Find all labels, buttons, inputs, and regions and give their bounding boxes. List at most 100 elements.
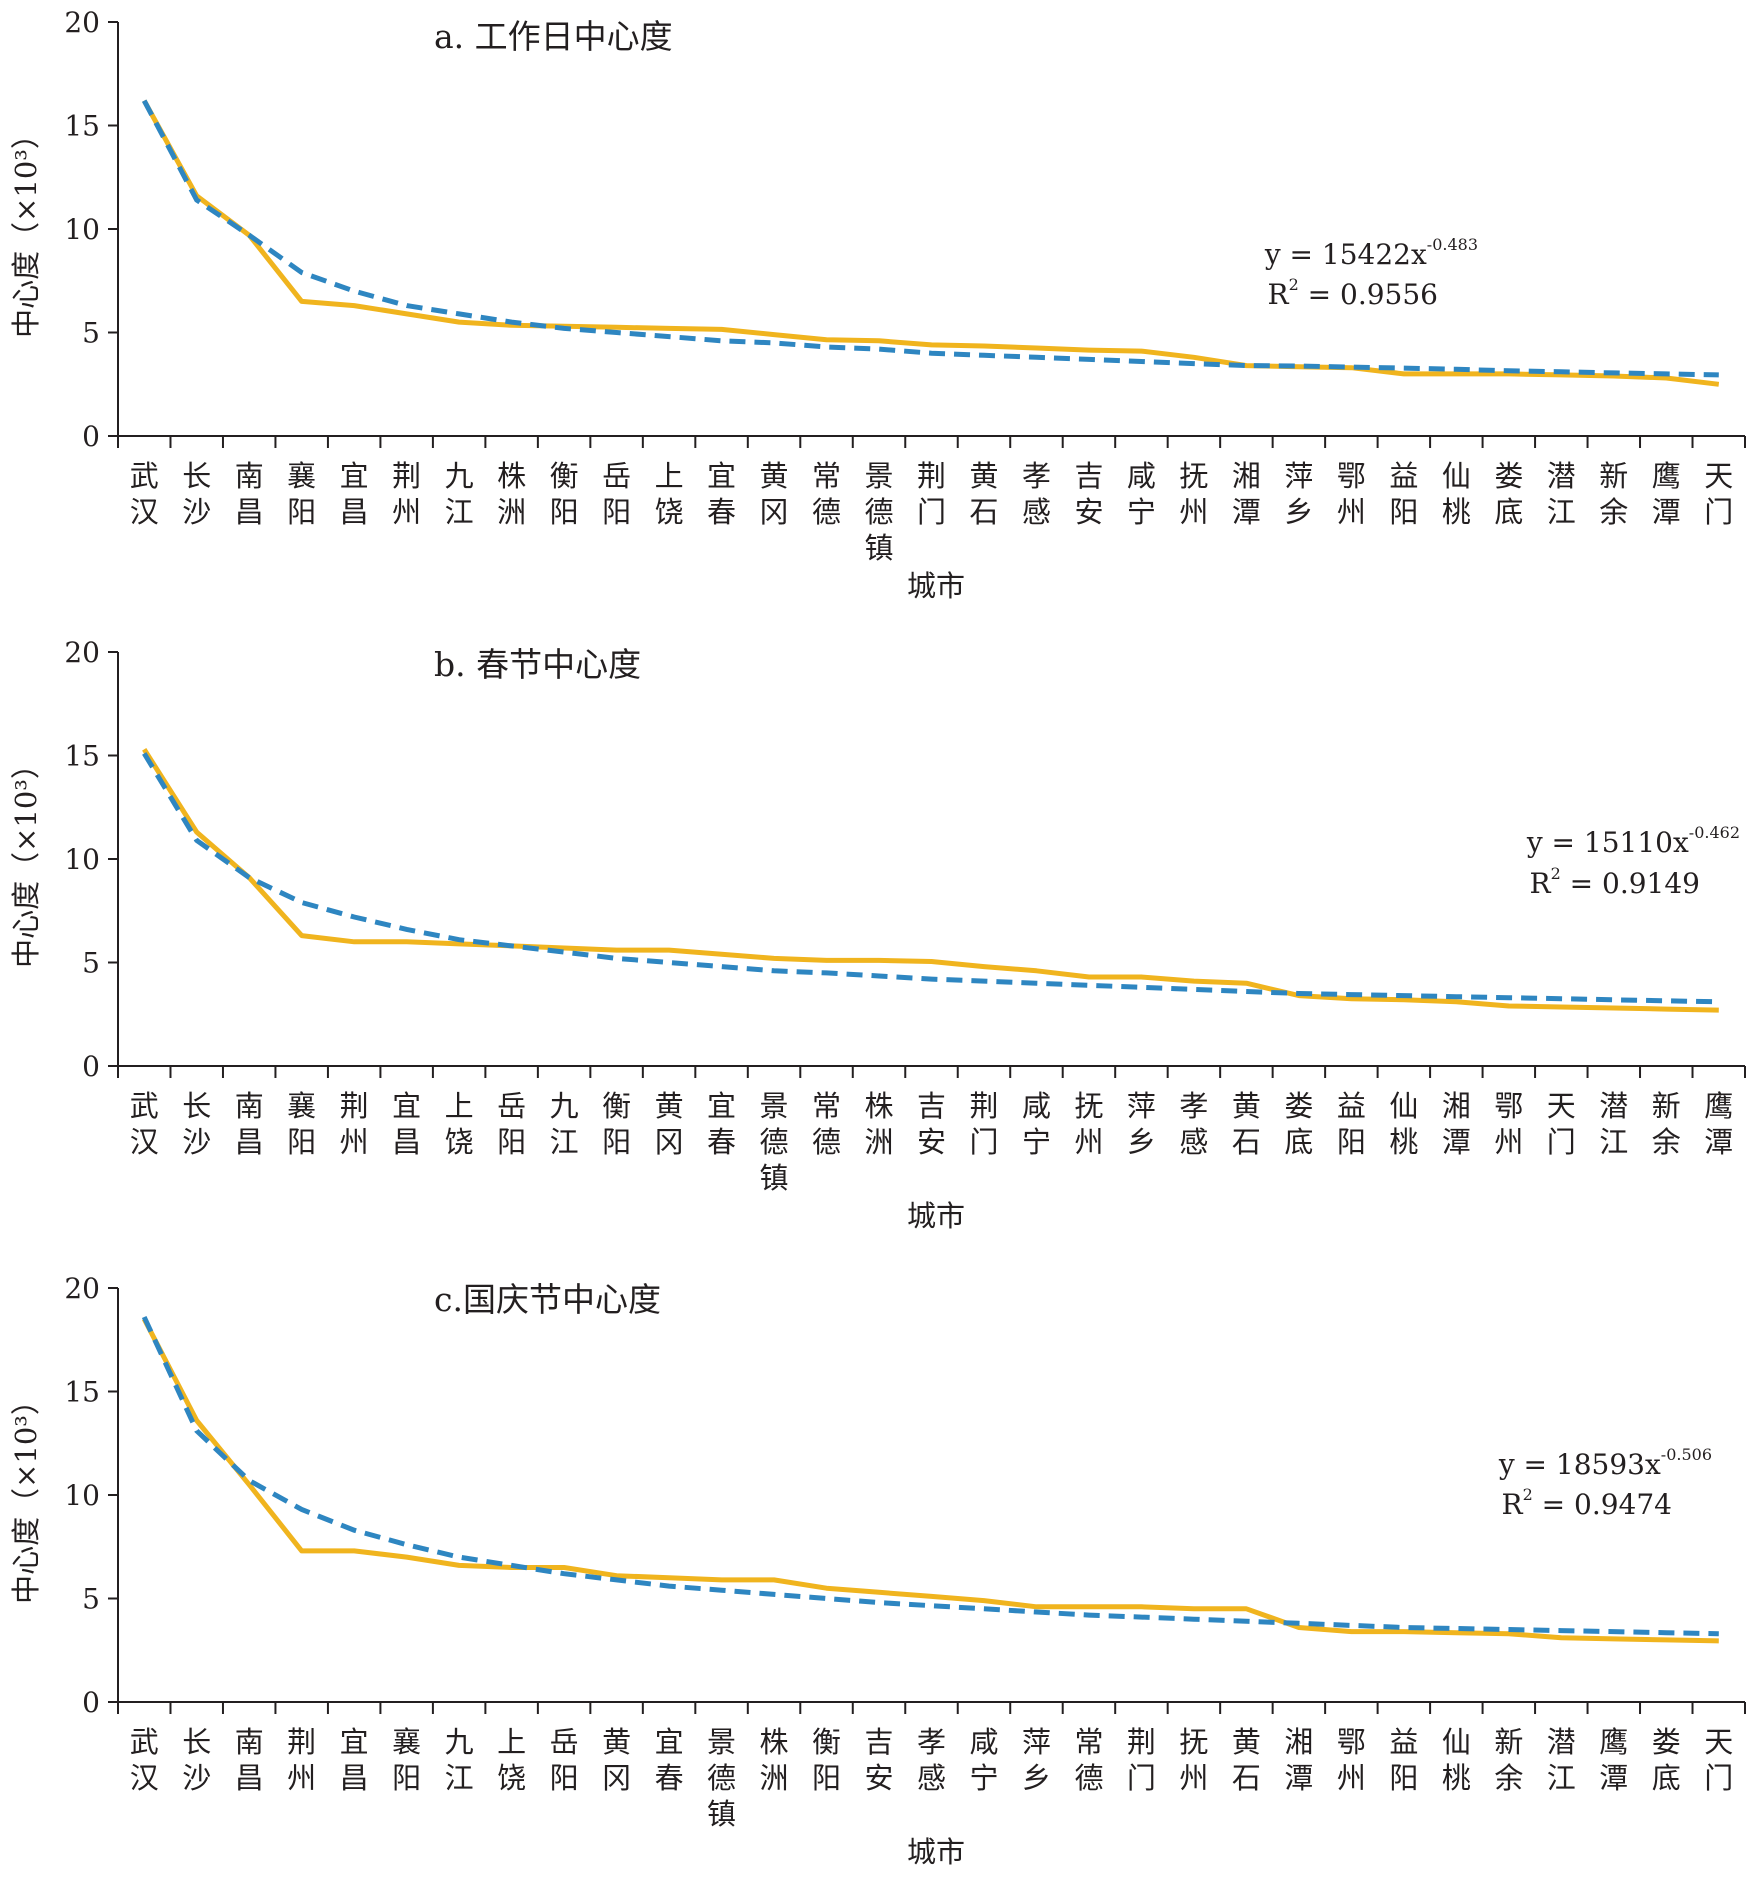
x-category-label: 武汉 [130,459,159,529]
y-tick-label: 20 [64,636,100,669]
x-category-label: 孝感 [1179,1089,1208,1159]
x-category-label: 株洲 [865,1089,894,1159]
chart-panel-1: 0 5 10 15 20 武汉长沙南昌襄阳宜昌荆州九江株洲衡阳岳阳上饶宜春黄冈常德景德镇荆… [9,6,1746,603]
fit-equation: y = 15110x-0.462 [1526,823,1740,859]
x-category-label: 新余 [1652,1089,1681,1159]
x-category-label: 天门 [1547,1089,1576,1159]
x-category-label: 鄂州 [1337,1725,1366,1795]
r-squared: R2 = 0.9149 [1529,864,1700,900]
x-category-label: 衡阳 [812,1725,841,1795]
x-axis-title: 城市 [907,1835,965,1869]
x-category-label: 黄冈 [602,1725,631,1795]
x-category-label: 景德镇 [760,1089,789,1195]
x-category-label: 抚州 [1074,1089,1103,1159]
x-category-label: 岳阳 [550,1725,579,1795]
x-category-label: 襄阳 [392,1725,421,1795]
x-category-label: 宜昌 [340,1725,369,1795]
x-category-label: 潜江 [1599,1089,1628,1159]
x-category-label: 黄石 [1232,1089,1261,1159]
x-category-label: 鄂州 [1494,1089,1523,1159]
x-category-label: 襄阳 [287,459,316,529]
x-category-label: 荆门 [1127,1725,1156,1795]
y-tick-label: 10 [64,1479,100,1512]
fit-series-line [141,99,1719,378]
x-category-label: 上饶 [655,459,684,529]
y-axis-title: 中心度（×10³） [9,1386,43,1604]
x-category-label: 天门 [1704,1725,1733,1795]
chart-title: b. 春节中心度 [434,645,641,684]
x-category-label: 潜江 [1547,459,1576,529]
r-squared: R2 = 0.9474 [1501,1485,1672,1521]
y-tick-label: 0 [82,1686,100,1719]
y-tick-label: 5 [82,947,100,980]
x-category-label: 黄石 [1232,1725,1261,1795]
x-category-label: 荆州 [340,1089,369,1159]
y-tick-label: 20 [64,1272,100,1305]
x-category-label: 九江 [445,1725,474,1795]
x-category-label: 仙桃 [1442,459,1471,529]
x-category-label: 荆州 [287,1725,316,1795]
x-category-label: 仙桃 [1442,1725,1471,1795]
y-tick-label: 5 [82,1583,100,1616]
y-axis-title: 中心度（×10³） [9,120,43,338]
x-category-label: 鄂州 [1337,459,1366,529]
x-category-label: 株洲 [760,1725,789,1795]
x-category-label: 宜春 [707,459,736,529]
x-category-label: 黄冈 [655,1089,684,1159]
x-category-label: 衡阳 [550,459,579,529]
x-category-label: 长沙 [182,1725,211,1795]
x-category-label: 抚州 [1179,1725,1208,1795]
x-category-label: 鹰潭 [1704,1089,1733,1159]
x-category-label: 孝感 [1022,459,1051,529]
y-axis-title: 中心度（×10³） [9,750,43,968]
x-category-label: 娄底 [1494,459,1523,529]
x-category-label: 荆州 [392,459,421,529]
x-category-label: 新余 [1494,1725,1523,1795]
x-category-label: 益阳 [1389,459,1418,529]
x-category-label: 萍乡 [1022,1725,1051,1795]
x-category-label: 宜春 [707,1089,736,1159]
x-category-label: 景德镇 [865,459,894,565]
x-category-label: 上饶 [445,1089,474,1159]
x-category-label: 咸宁 [1127,459,1156,529]
x-category-label: 抚州 [1179,459,1208,529]
x-category-label: 咸宁 [969,1725,998,1795]
x-category-label: 宜春 [655,1725,684,1795]
chart-title: a. 工作日中心度 [434,17,673,56]
x-category-label: 南昌 [235,1725,264,1795]
x-category-label: 鹰潭 [1599,1725,1628,1795]
y-tick-label: 0 [82,420,100,453]
x-category-label: 黄石 [969,459,998,529]
x-category-label: 荆门 [969,1089,998,1159]
x-category-label: 常德 [812,1089,841,1159]
x-category-label: 仙桃 [1389,1089,1418,1159]
x-category-label: 南昌 [235,1089,264,1159]
x-category-label: 益阳 [1389,1725,1418,1795]
x-category-label: 黄冈 [760,459,789,529]
y-tick-label: 15 [64,1376,100,1409]
x-category-label: 衡阳 [602,1089,631,1159]
x-category-label: 上饶 [497,1725,526,1795]
x-category-label: 襄阳 [287,1089,316,1159]
chart-panel-2: 0 5 10 15 20 武汉长沙南昌襄阳荆州宜昌上饶岳阳九江衡阳黄冈宜春景德镇常德株洲吉… [9,636,1746,1233]
x-category-label: 娄底 [1652,1725,1681,1795]
x-category-label: 萍乡 [1127,1089,1156,1159]
y-tick-label: 0 [82,1050,100,1083]
x-category-label: 长沙 [182,1089,211,1159]
chart-title: c.国庆节中心度 [434,1280,661,1319]
fit-series-line [142,752,1719,1005]
x-category-label: 咸宁 [1022,1089,1051,1159]
x-category-label: 景德镇 [707,1725,736,1831]
x-category-label: 宜昌 [340,459,369,529]
y-tick-label: 20 [64,6,100,39]
x-category-label: 湘潭 [1284,1725,1313,1795]
x-axis-title: 城市 [907,569,965,603]
x-category-label: 萍乡 [1284,459,1313,529]
chart-panel-3: 0 5 10 15 20 武汉长沙南昌荆州宜昌襄阳九江上饶岳阳黄冈宜春景德镇株洲衡阳吉安孝… [9,1272,1746,1869]
x-category-label: 潜江 [1547,1725,1576,1795]
x-axis-title: 城市 [907,1199,965,1233]
x-category-label: 吉安 [1074,459,1103,529]
y-tick-label: 15 [64,740,100,773]
y-tick-label: 10 [64,843,100,876]
actual-series-line [142,99,1720,387]
